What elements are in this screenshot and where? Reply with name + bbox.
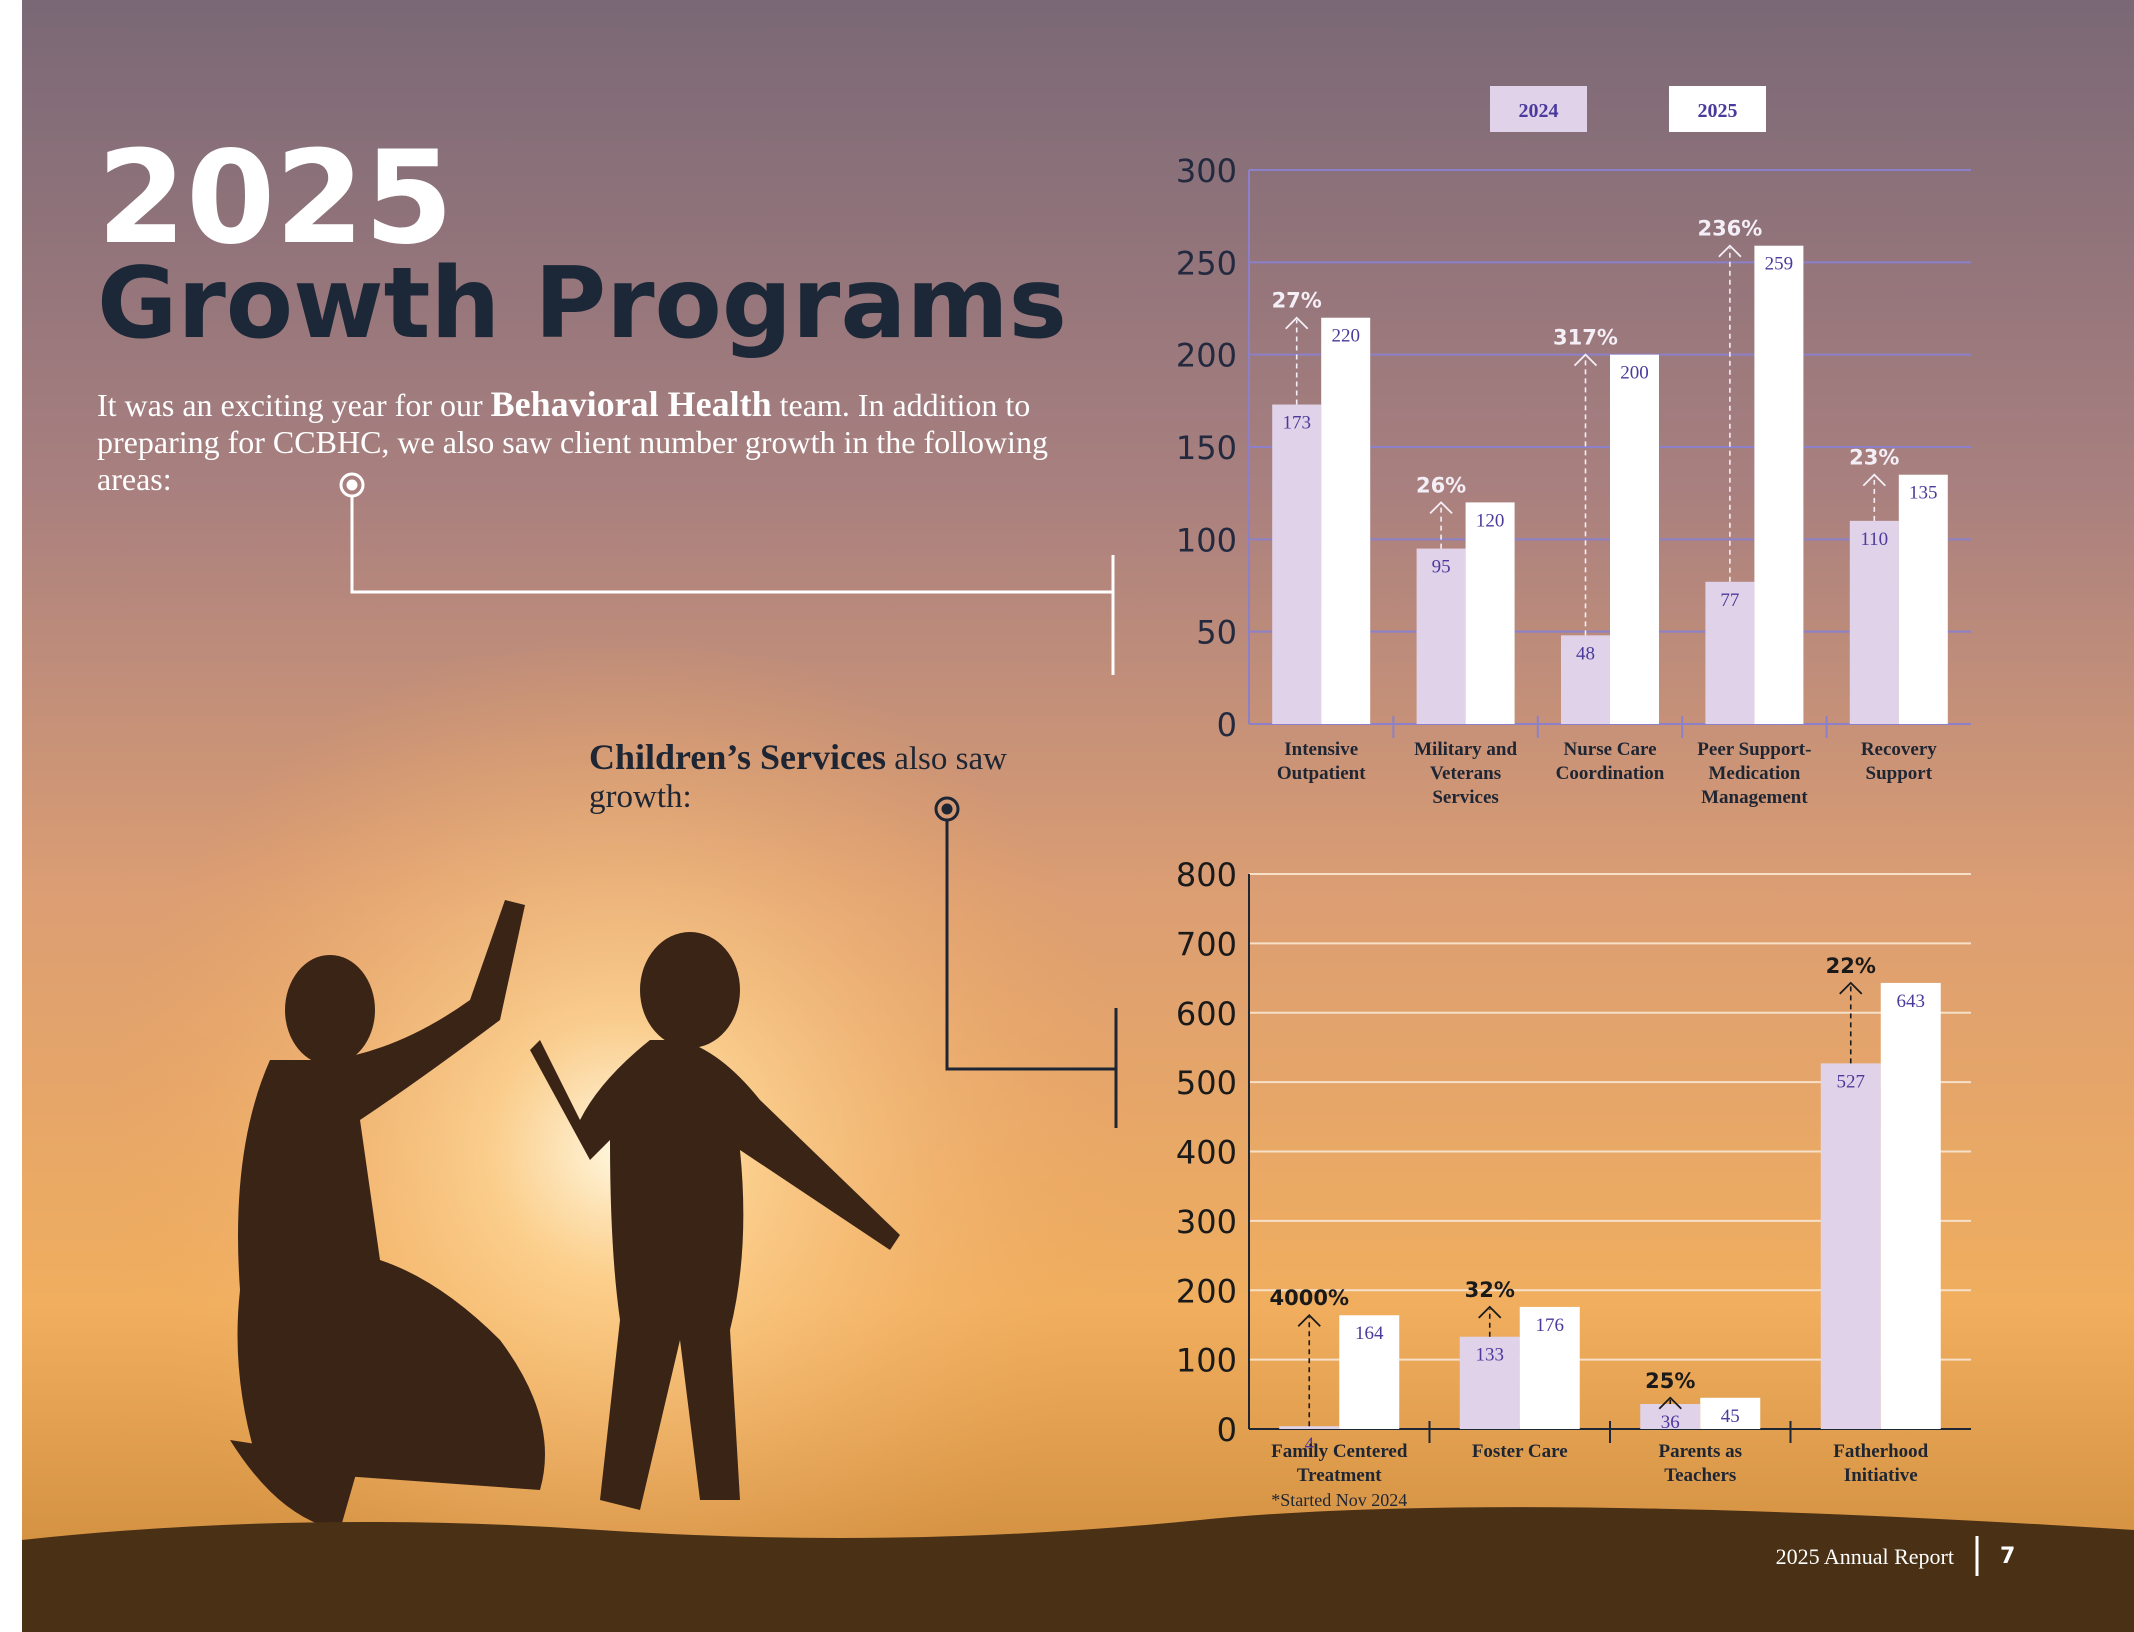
value-label: 45 xyxy=(1721,1406,1740,1427)
legend-item: 2025 xyxy=(1669,86,1766,132)
bar xyxy=(1321,318,1370,724)
value-label: 643 xyxy=(1897,991,1926,1012)
children-bold: Children’s Services xyxy=(589,737,886,777)
bar xyxy=(1899,475,1948,724)
y-tick-label: 200 xyxy=(1176,337,1237,375)
value-label: 527 xyxy=(1837,1071,1866,1092)
growth-label: 23% xyxy=(1849,446,1899,470)
value-label: 259 xyxy=(1765,254,1794,275)
footer-page: 7 xyxy=(2000,1544,2015,1569)
growth-label: 25% xyxy=(1645,1369,1695,1393)
y-tick-label: 300 xyxy=(1176,152,1237,190)
growth-label: 317% xyxy=(1553,326,1618,350)
chart-note: *Started Nov 2024 xyxy=(1229,1490,1449,1511)
growth-label: 27% xyxy=(1272,289,1322,313)
y-tick-label: 700 xyxy=(1176,925,1237,963)
intro-bold: Behavioral Health xyxy=(491,384,772,424)
y-tick-label: 250 xyxy=(1176,244,1237,282)
intro-before: It was an exciting year for our xyxy=(97,387,491,423)
bar xyxy=(1881,983,1941,1429)
y-tick-label: 600 xyxy=(1176,995,1237,1033)
growth-label: 4000% xyxy=(1270,1286,1350,1310)
value-label: 200 xyxy=(1620,363,1649,384)
value-label: 110 xyxy=(1860,529,1888,550)
bar xyxy=(1279,1426,1339,1429)
y-tick-label: 0 xyxy=(1217,1411,1237,1449)
x-tick-label: Peer Support-Medication Management xyxy=(1688,738,1820,810)
value-label: 133 xyxy=(1476,1345,1505,1366)
bar xyxy=(1272,405,1321,724)
value-label: 48 xyxy=(1576,643,1595,664)
bar xyxy=(1821,1063,1881,1429)
intro-text: It was an exciting year for our Behavior… xyxy=(97,386,1117,498)
growth-label: 22% xyxy=(1826,954,1876,978)
value-label: 36 xyxy=(1661,1412,1680,1433)
y-tick-label: 150 xyxy=(1176,429,1237,467)
bar xyxy=(1610,355,1659,724)
y-tick-label: 0 xyxy=(1217,706,1237,744)
bar xyxy=(1466,502,1515,724)
value-label: 95 xyxy=(1432,557,1451,578)
x-tick-label: Recovery Support xyxy=(1833,738,1965,786)
y-tick-label: 100 xyxy=(1176,1342,1237,1380)
y-tick-label: 500 xyxy=(1176,1064,1237,1102)
value-label: 164 xyxy=(1355,1323,1384,1344)
page-margin xyxy=(0,0,22,1632)
header-title: Growth Programs xyxy=(97,247,1067,361)
x-tick-label: Nurse Care Coordination xyxy=(1544,738,1676,786)
y-tick-label: 400 xyxy=(1176,1134,1237,1172)
value-label: 135 xyxy=(1909,483,1938,504)
growth-label: 26% xyxy=(1416,473,1466,497)
children-intro: Children’s Services also saw growth: xyxy=(589,738,1009,816)
y-tick-label: 100 xyxy=(1176,521,1237,559)
growth-label: 32% xyxy=(1465,1278,1515,1302)
x-tick-label: Fatherhood Initiative xyxy=(1801,1440,1961,1488)
page: 2025 Growth Programs 0 50 100 150 200 250 300 1… xyxy=(0,0,2134,1632)
value-label: 176 xyxy=(1536,1315,1565,1336)
value-label: 220 xyxy=(1331,326,1360,347)
value-label: 173 xyxy=(1282,413,1311,434)
y-tick-label: 50 xyxy=(1196,614,1237,652)
growth-label: 236% xyxy=(1697,217,1762,241)
bar xyxy=(1754,246,1803,724)
value-label: 77 xyxy=(1720,590,1739,611)
x-tick-label: Foster Care xyxy=(1440,1440,1600,1464)
legend-label: 2025 xyxy=(1698,100,1738,122)
x-tick-label: Military and Veterans Services xyxy=(1400,738,1532,810)
y-tick-label: 800 xyxy=(1176,856,1237,894)
y-tick-label: 300 xyxy=(1176,1203,1237,1241)
x-tick-label: Family Centered Treatment xyxy=(1259,1440,1419,1488)
bar xyxy=(1850,521,1899,724)
footer-report: 2025 Annual Report xyxy=(1776,1544,1954,1570)
x-tick-label: Intensive Outpatient xyxy=(1255,738,1387,786)
y-tick-label: 200 xyxy=(1176,1272,1237,1310)
chart-canvas: 2025 Growth Programs 0 50 100 150 200 250 300 1… xyxy=(0,0,2134,1632)
legend-item: 2024 xyxy=(1490,86,1587,132)
legend-label: 2024 xyxy=(1519,100,1559,122)
x-tick-label: Parents as Teachers xyxy=(1620,1440,1780,1488)
value-label: 120 xyxy=(1476,510,1505,531)
